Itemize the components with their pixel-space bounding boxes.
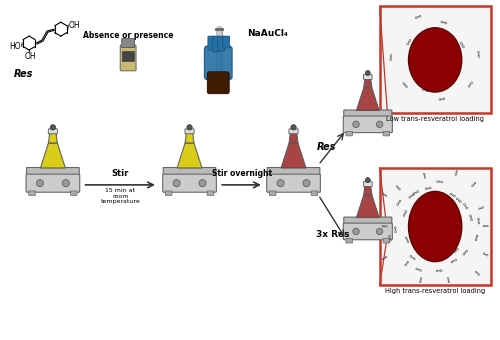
- FancyBboxPatch shape: [364, 74, 372, 80]
- Text: 15 min at
room
temperature: 15 min at room temperature: [100, 188, 140, 204]
- FancyBboxPatch shape: [344, 110, 392, 118]
- Text: Stir: Stir: [112, 169, 129, 178]
- Circle shape: [366, 178, 370, 183]
- Circle shape: [36, 180, 44, 187]
- Text: Res: Res: [316, 142, 336, 152]
- Ellipse shape: [408, 28, 462, 92]
- FancyBboxPatch shape: [185, 129, 194, 134]
- FancyBboxPatch shape: [380, 168, 490, 285]
- FancyBboxPatch shape: [346, 238, 352, 243]
- Polygon shape: [185, 132, 194, 143]
- Circle shape: [62, 180, 70, 187]
- FancyBboxPatch shape: [346, 131, 352, 136]
- FancyBboxPatch shape: [344, 217, 392, 225]
- FancyBboxPatch shape: [267, 168, 320, 176]
- FancyBboxPatch shape: [311, 191, 318, 195]
- Polygon shape: [364, 185, 372, 195]
- Polygon shape: [364, 78, 372, 88]
- FancyBboxPatch shape: [218, 36, 224, 51]
- Polygon shape: [48, 132, 58, 143]
- FancyBboxPatch shape: [26, 174, 80, 192]
- Circle shape: [173, 180, 180, 187]
- Circle shape: [376, 228, 383, 235]
- FancyBboxPatch shape: [163, 168, 216, 176]
- Text: OH: OH: [68, 21, 80, 30]
- Text: HO: HO: [10, 41, 21, 51]
- FancyBboxPatch shape: [162, 174, 216, 192]
- FancyBboxPatch shape: [383, 238, 390, 243]
- FancyBboxPatch shape: [204, 46, 232, 80]
- FancyBboxPatch shape: [207, 191, 214, 195]
- Circle shape: [376, 121, 383, 128]
- FancyBboxPatch shape: [222, 36, 230, 48]
- FancyBboxPatch shape: [383, 131, 390, 136]
- Text: Res: Res: [14, 69, 33, 79]
- FancyBboxPatch shape: [289, 129, 298, 134]
- Circle shape: [366, 71, 370, 75]
- FancyBboxPatch shape: [120, 45, 136, 71]
- Circle shape: [50, 125, 56, 130]
- FancyBboxPatch shape: [208, 72, 229, 94]
- Text: Low trans-resveratrol loading: Low trans-resveratrol loading: [386, 116, 484, 122]
- FancyBboxPatch shape: [344, 116, 392, 133]
- Polygon shape: [356, 88, 379, 110]
- FancyBboxPatch shape: [122, 38, 134, 48]
- Polygon shape: [177, 143, 202, 168]
- Circle shape: [353, 121, 360, 128]
- Text: Stir overnight: Stir overnight: [212, 169, 272, 178]
- Polygon shape: [281, 143, 306, 168]
- Text: OH: OH: [24, 52, 36, 61]
- FancyBboxPatch shape: [266, 174, 320, 192]
- Text: 3x Res: 3x Res: [316, 230, 350, 239]
- FancyBboxPatch shape: [48, 129, 58, 134]
- Circle shape: [199, 180, 206, 187]
- FancyBboxPatch shape: [26, 168, 79, 176]
- Text: High trans-resveratrol loading: High trans-resveratrol loading: [385, 288, 486, 294]
- Ellipse shape: [408, 191, 462, 262]
- FancyBboxPatch shape: [166, 191, 172, 195]
- FancyBboxPatch shape: [28, 191, 35, 195]
- FancyBboxPatch shape: [380, 6, 490, 114]
- Circle shape: [187, 125, 192, 130]
- FancyBboxPatch shape: [122, 51, 134, 61]
- FancyBboxPatch shape: [208, 36, 215, 50]
- Polygon shape: [289, 132, 298, 143]
- FancyBboxPatch shape: [364, 182, 372, 187]
- Circle shape: [277, 180, 284, 187]
- Polygon shape: [356, 195, 379, 218]
- Text: Absence or presence: Absence or presence: [83, 31, 174, 40]
- FancyBboxPatch shape: [213, 36, 220, 52]
- FancyBboxPatch shape: [270, 191, 276, 195]
- Circle shape: [303, 180, 310, 187]
- FancyBboxPatch shape: [344, 223, 392, 240]
- Text: NaAuCl₄: NaAuCl₄: [247, 29, 288, 38]
- Polygon shape: [40, 143, 66, 168]
- FancyBboxPatch shape: [70, 191, 77, 195]
- Circle shape: [353, 228, 360, 235]
- Circle shape: [291, 125, 296, 130]
